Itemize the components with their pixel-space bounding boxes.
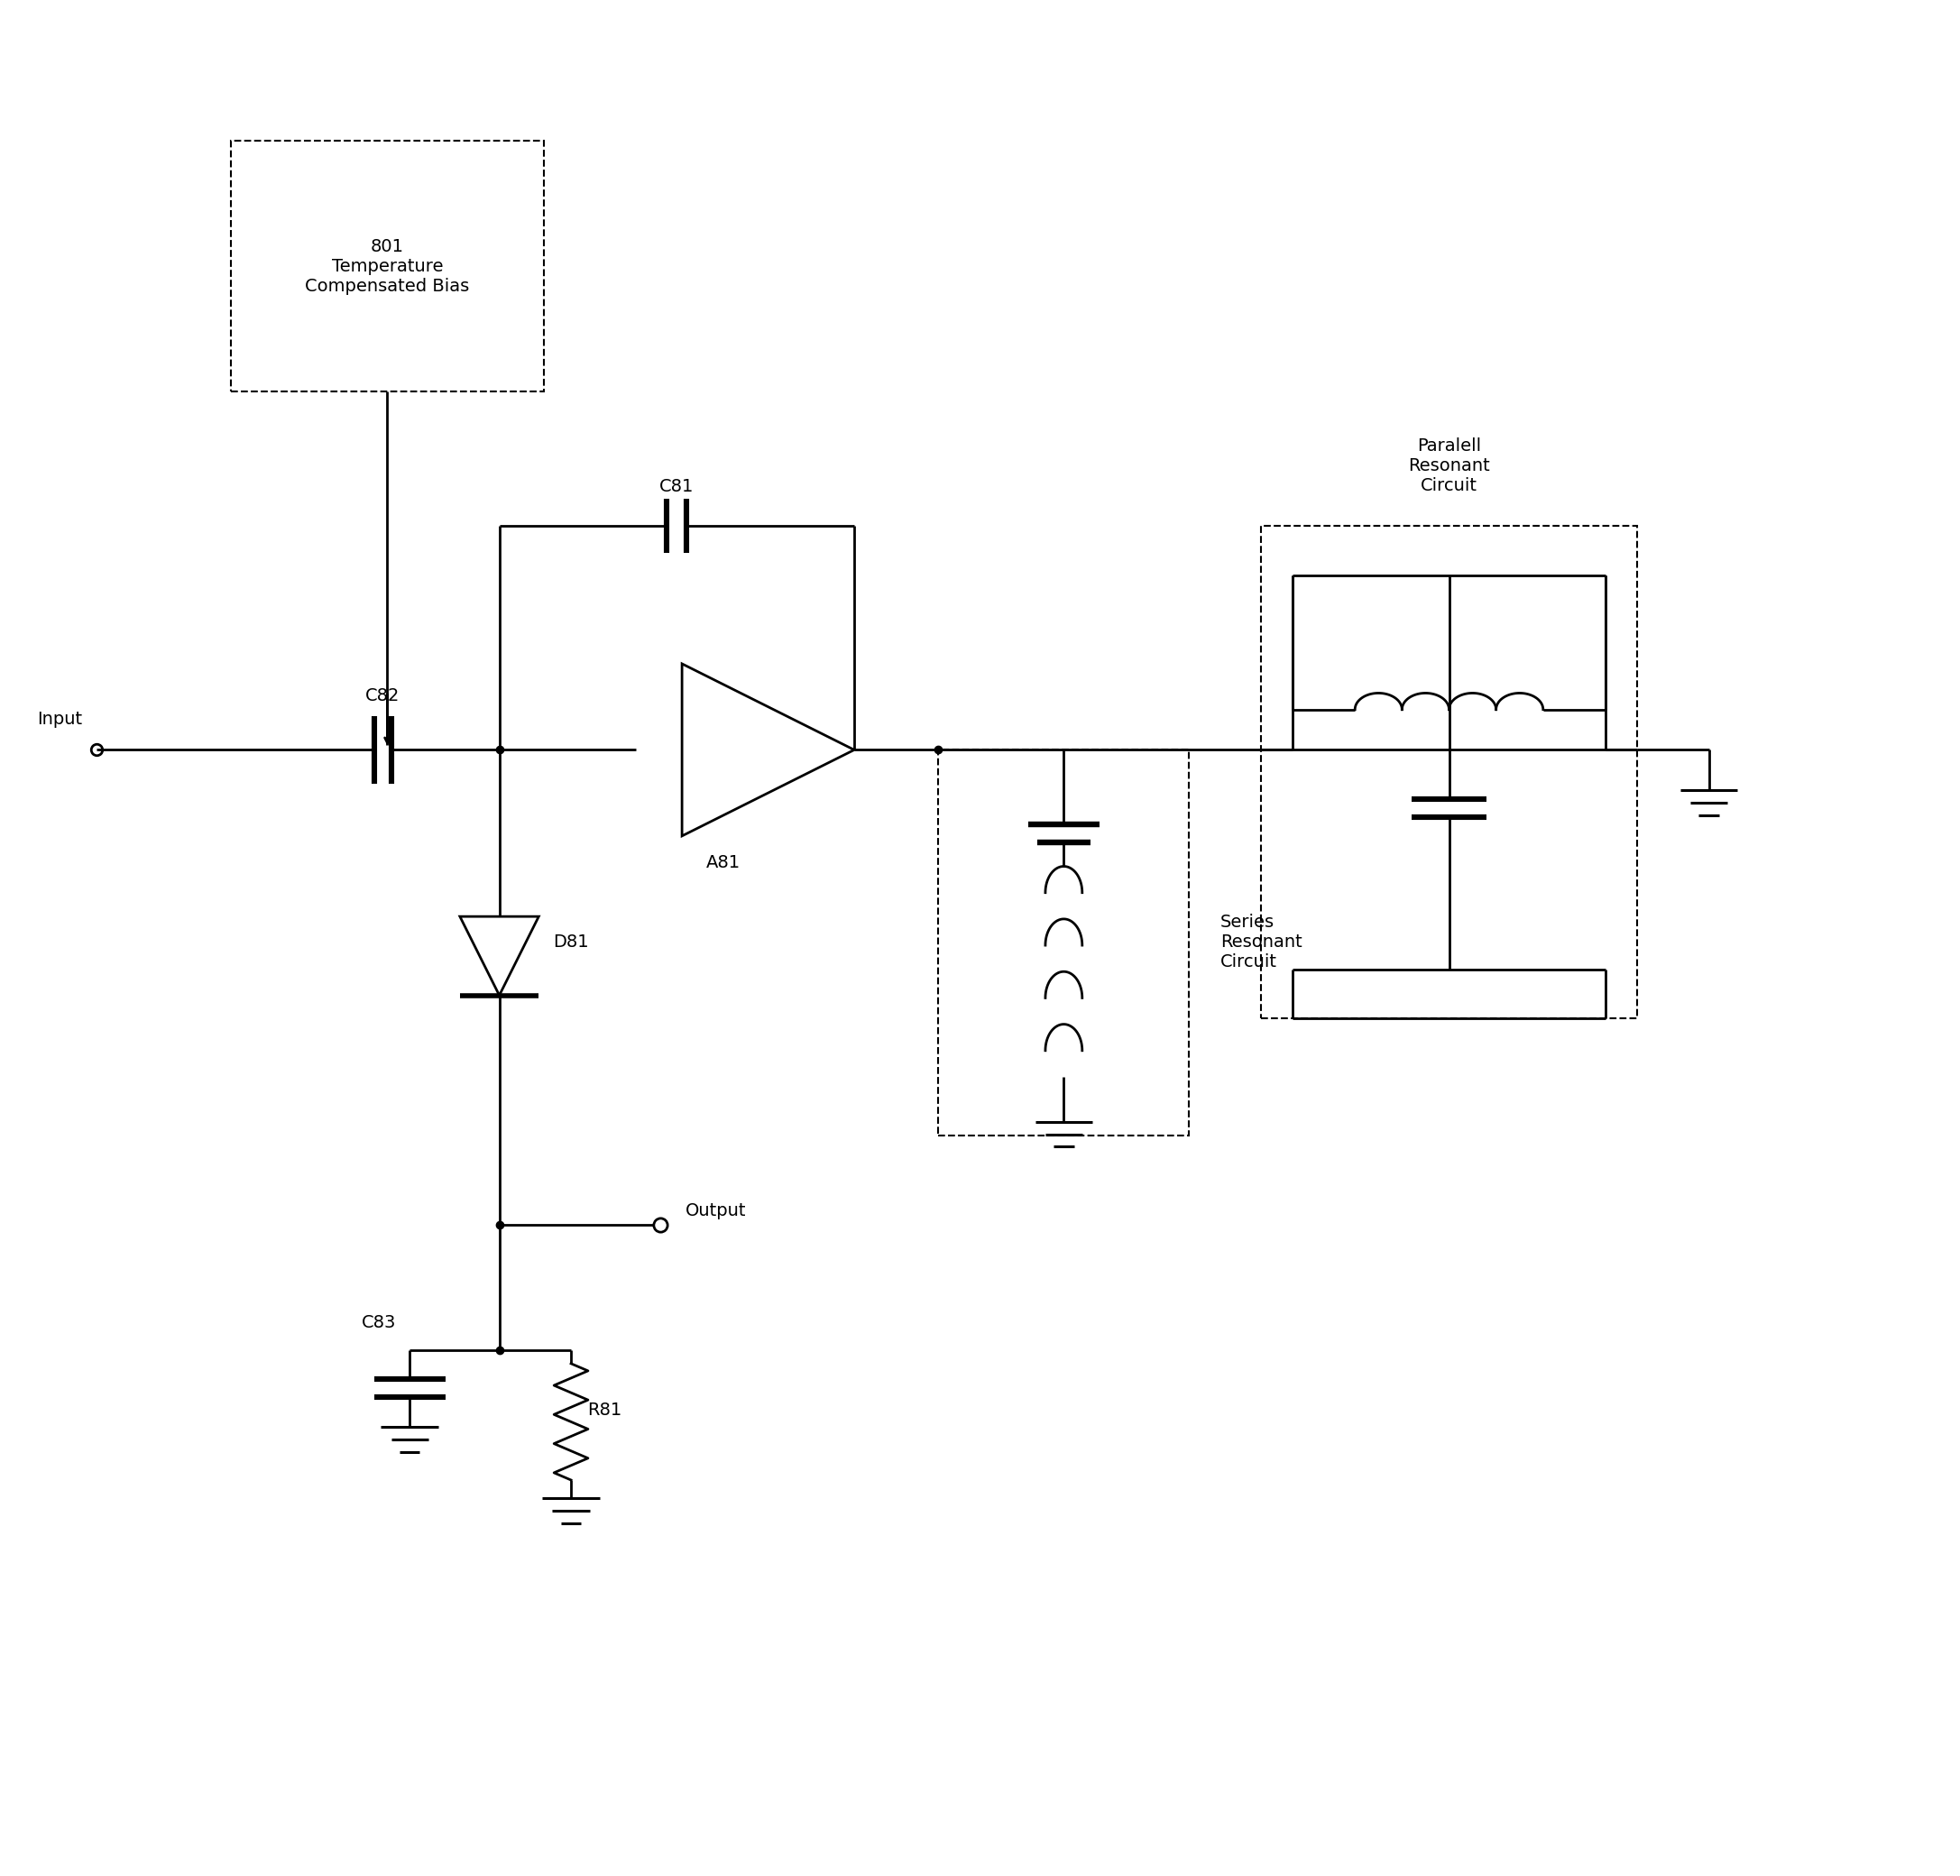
Text: C81: C81 — [659, 478, 694, 495]
Text: 801
Temperature
Compensated Bias: 801 Temperature Compensated Bias — [306, 238, 470, 295]
Text: Paralell
Resonant
Circuit: Paralell Resonant Circuit — [1407, 437, 1490, 495]
Text: A81: A81 — [706, 854, 741, 870]
Text: C83: C83 — [363, 1315, 396, 1332]
Bar — [1260, 525, 1637, 1019]
Bar — [231, 141, 545, 392]
Text: R81: R81 — [588, 1401, 621, 1418]
Text: Series
Resonant
Circuit: Series Resonant Circuit — [1221, 914, 1301, 972]
Bar — [939, 750, 1190, 1135]
Text: D81: D81 — [553, 934, 588, 951]
Text: Output: Output — [686, 1203, 747, 1219]
Text: C82: C82 — [365, 687, 400, 704]
Text: Input: Input — [37, 711, 82, 728]
